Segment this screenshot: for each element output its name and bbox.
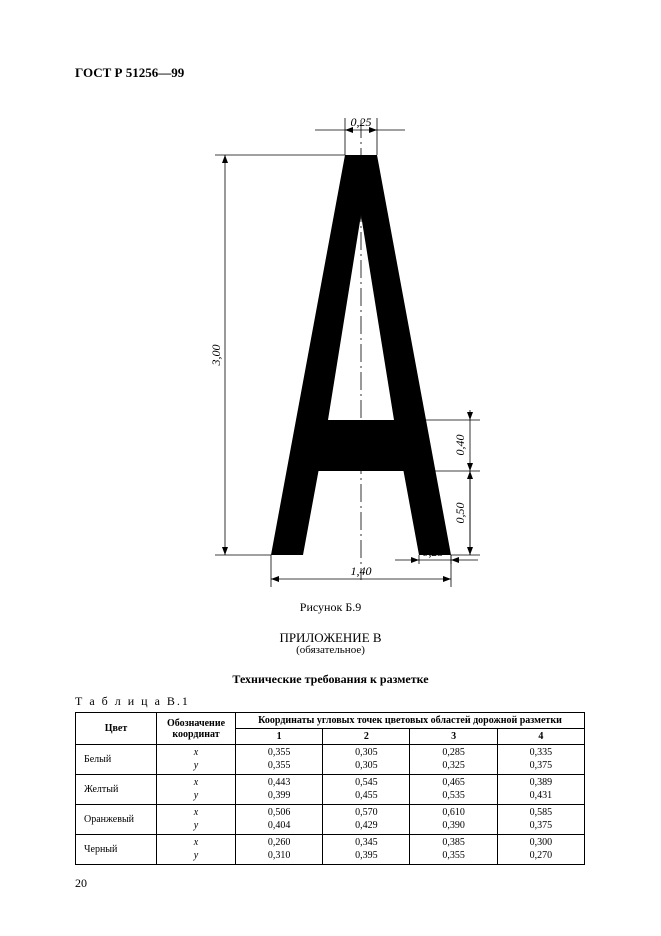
cell-value: 0,2850,325 — [410, 745, 497, 775]
cell-value: 0,6100,390 — [410, 805, 497, 835]
cell-value: 0,3050,305 — [323, 745, 410, 775]
cell-xy-label: xy — [157, 805, 236, 835]
cell-value: 0,3890,431 — [497, 775, 584, 805]
th-span: Координаты угловых точек цветовых област… — [236, 713, 585, 729]
page-number: 20 — [75, 876, 87, 891]
cell-xy-label: xy — [157, 775, 236, 805]
cell-value: 0,5060,404 — [236, 805, 323, 835]
dim-foot-width-value: 0,25 — [423, 545, 444, 559]
cell-value: 0,5850,375 — [497, 805, 584, 835]
cell-value: 0,3550,355 — [236, 745, 323, 775]
dim-bar-height-value: 0,40 — [453, 435, 467, 456]
table-row: Белыйxy0,3550,3550,3050,3050,2850,3250,3… — [76, 745, 585, 775]
standard-code: ГОСТ Р 51256—99 — [75, 65, 184, 81]
appendix-subtitle: (обязательное) — [0, 644, 661, 656]
cell-value: 0,3350,375 — [497, 745, 584, 775]
dim-foot-width: 0,25 — [395, 545, 478, 564]
table-row: Оранжевыйxy0,5060,4040,5700,4290,6100,39… — [76, 805, 585, 835]
cell-value: 0,2600,310 — [236, 835, 323, 865]
th-col-2: 2 — [323, 729, 410, 745]
th-col-4: 4 — [497, 729, 584, 745]
th-col-3: 3 — [410, 729, 497, 745]
dim-height-value: 3,00 — [209, 345, 223, 367]
th-col-1: 1 — [236, 729, 323, 745]
technical-drawing: 0,25 3,00 1,40 — [180, 100, 500, 590]
cell-value: 0,3450,395 — [323, 835, 410, 865]
section-title: Технические требования к разметке — [0, 672, 661, 687]
cell-value: 0,4430,399 — [236, 775, 323, 805]
cell-xy-label: xy — [157, 745, 236, 775]
requirements-table: Цвет Обозначение координат Координаты уг… — [75, 712, 585, 865]
cell-color-name: Оранжевый — [76, 805, 157, 835]
cell-xy-label: xy — [157, 835, 236, 865]
cell-color-name: Черный — [76, 835, 157, 865]
cell-value: 0,5450,455 — [323, 775, 410, 805]
th-coord-label: Обозначение координат — [157, 713, 236, 745]
cell-value: 0,4650,535 — [410, 775, 497, 805]
page: ГОСТ Р 51256—99 0,25 — [0, 0, 661, 936]
th-color: Цвет — [76, 713, 157, 745]
dim-top-width: 0,25 — [315, 115, 405, 155]
cell-value: 0,5700,429 — [323, 805, 410, 835]
dim-top-width-value: 0,25 — [351, 115, 372, 129]
table-row: Черныйxy0,2600,3100,3450,3950,3850,3550,… — [76, 835, 585, 865]
table-row: Желтыйxy0,4430,3990,5450,4550,4650,5350,… — [76, 775, 585, 805]
cell-color-name: Желтый — [76, 775, 157, 805]
cell-color-name: Белый — [76, 745, 157, 775]
cell-value: 0,3000,270 — [497, 835, 584, 865]
table-body: Белыйxy0,3550,3550,3050,3050,2850,3250,3… — [76, 745, 585, 865]
dim-bar-to-base-value: 0,50 — [453, 503, 467, 524]
dim-base-width-value: 1,40 — [351, 564, 372, 578]
figure-caption: Рисунок Б.9 — [0, 600, 661, 615]
table-label: Т а б л и ц а В.1 — [75, 694, 190, 709]
cell-value: 0,3850,355 — [410, 835, 497, 865]
